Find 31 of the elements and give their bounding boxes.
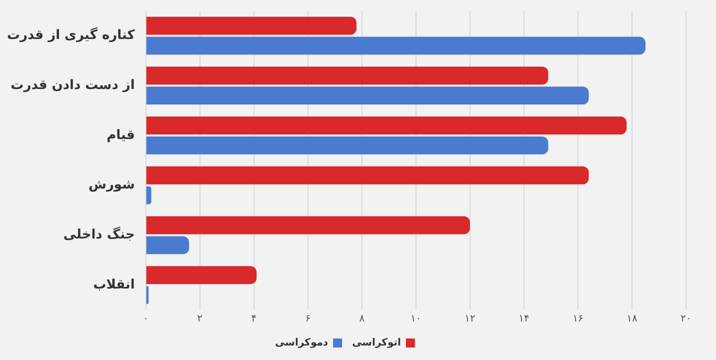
legend-label: دموکراسی <box>275 338 328 349</box>
bar <box>146 36 646 55</box>
x-tick-label: ۱۰ <box>410 314 422 325</box>
x-tick-label: ۶ <box>305 314 311 325</box>
x-tick-label: ۱۸ <box>626 314 638 325</box>
y-tick-label: قیام <box>106 128 135 143</box>
bar <box>146 136 548 154</box>
bar <box>146 186 152 204</box>
x-tick-label: ۱۶ <box>572 314 584 325</box>
y-tick-label: از دست دادن قدرت <box>10 78 135 93</box>
x-tick-label: ۴ <box>251 314 257 325</box>
bar <box>146 236 190 254</box>
x-tick-label: ۸ <box>359 314 366 325</box>
bar <box>146 216 470 234</box>
bar <box>146 166 589 184</box>
bar <box>146 116 627 134</box>
x-tick-label: ۱۲ <box>464 314 476 325</box>
x-tick-label: ۰ <box>143 314 149 325</box>
bar <box>146 66 548 85</box>
y-tick-label: شورش <box>88 178 135 193</box>
x-tick-label: ۲۰ <box>680 314 692 325</box>
y-tick-label: کناره گیری از قدرت <box>6 27 136 44</box>
bar <box>146 266 257 284</box>
x-tick-label: ۱۴ <box>518 314 530 325</box>
y-tick-label: جنگ داخلی <box>63 226 135 243</box>
legend-label: اتوکراسی <box>352 338 401 349</box>
bar <box>146 286 149 304</box>
bar <box>146 86 589 105</box>
x-tick-label: ۲ <box>197 314 203 325</box>
bar <box>146 16 357 35</box>
y-tick-label: انقلاب <box>93 277 135 292</box>
